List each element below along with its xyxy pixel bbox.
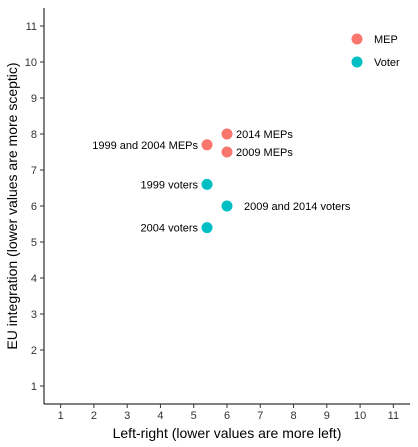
x-ticks: 1 2 3 4 5 6 7 8 9 10 11	[58, 404, 399, 422]
legend-key-mep	[351, 33, 363, 45]
voter-point	[201, 178, 213, 190]
data-points	[201, 128, 233, 234]
legend-key-voter	[351, 56, 363, 68]
x-tick-label: 8	[290, 410, 296, 422]
point-label: 2009 MEPs	[236, 147, 293, 159]
x-tick-label: 7	[257, 410, 263, 422]
x-tick-label: 6	[224, 410, 230, 422]
x-tick-label: 10	[354, 410, 366, 422]
x-tick-label: 9	[324, 410, 330, 422]
point-label: 1999 voters	[141, 179, 199, 191]
legend-label-voter: Voter	[374, 57, 400, 69]
y-tick-label: 5	[31, 237, 37, 249]
legend: MEP Voter	[351, 33, 400, 69]
y-ticks: 1 2 3 4 5 6 7 8 9 10 11	[25, 21, 44, 393]
voter-point	[221, 200, 233, 212]
mep-point	[221, 128, 233, 140]
x-tick-label: 3	[124, 410, 130, 422]
x-tick-label: 5	[191, 410, 197, 422]
x-tick-label: 4	[157, 410, 163, 422]
y-tick-label: 11	[26, 21, 37, 33]
y-tick-label: 2	[31, 345, 37, 357]
x-axis-title: Left-right (lower values are more left)	[113, 425, 342, 441]
y-tick-label: 3	[31, 309, 37, 321]
voter-point	[201, 222, 213, 234]
y-tick-label: 4	[31, 273, 37, 285]
y-tick-label: 9	[31, 93, 37, 105]
point-label: 2009 and 2014 voters	[244, 201, 351, 213]
y-axis-title: EU integration (lower values are more sc…	[4, 62, 20, 349]
legend-label-mep: MEP	[374, 34, 398, 46]
x-tick-label: 11	[388, 410, 399, 422]
point-label: 2004 voters	[141, 223, 199, 235]
point-labels: 2014 MEPs 1999 and 2004 MEPs 2009 MEPs 1999…	[92, 129, 351, 235]
point-label: 2014 MEPs	[236, 129, 293, 141]
point-label: 1999 and 2004 MEPs	[92, 140, 198, 152]
y-tick-label: 10	[25, 57, 37, 69]
mep-point	[221, 146, 233, 158]
mep-point	[201, 139, 213, 151]
y-tick-label: 8	[31, 129, 37, 141]
x-tick-label: 1	[58, 410, 64, 422]
y-tick-label: 7	[31, 165, 37, 177]
y-tick-label: 1	[31, 381, 37, 393]
x-tick-label: 2	[91, 410, 97, 422]
y-tick-label: 6	[31, 201, 37, 213]
